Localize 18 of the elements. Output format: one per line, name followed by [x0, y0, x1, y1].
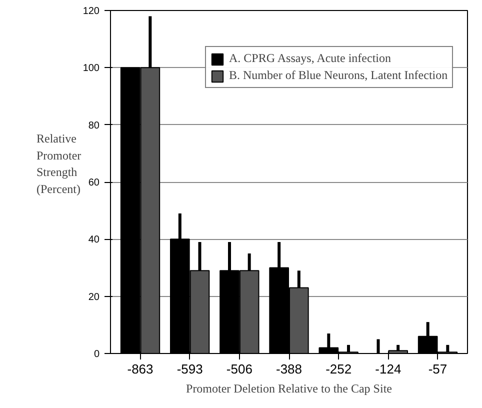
- x-tick-label: -506: [226, 362, 252, 376]
- x-tick-label: -252: [326, 362, 352, 376]
- x-tick-label: -863: [127, 362, 154, 376]
- y-tick-label: 100: [82, 63, 100, 74]
- y-tick-label: 20: [88, 292, 100, 303]
- y-axis-title: Relative Promoter Strength (Percent): [36, 132, 82, 196]
- y-tick-label: 0: [94, 349, 100, 360]
- x-axis-title: Promoter Deletion Relative to the Cap Site: [186, 382, 392, 396]
- y-tick-label: 40: [88, 234, 100, 246]
- x-tick-label: -388: [276, 362, 302, 376]
- legend-label: B. Number of Blue Neurons, Latent Infection: [229, 68, 448, 83]
- y-tick-label: 60: [88, 178, 100, 188]
- legend-label: A. CPRG Assays, Acute infection: [229, 51, 391, 66]
- x-tick-label: -57: [428, 362, 448, 376]
- y-tick-label: 80: [88, 120, 100, 132]
- x-tick-label: -124: [375, 362, 402, 376]
- x-tick-label: -593: [176, 362, 203, 376]
- y-tick-label: 120: [82, 6, 100, 17]
